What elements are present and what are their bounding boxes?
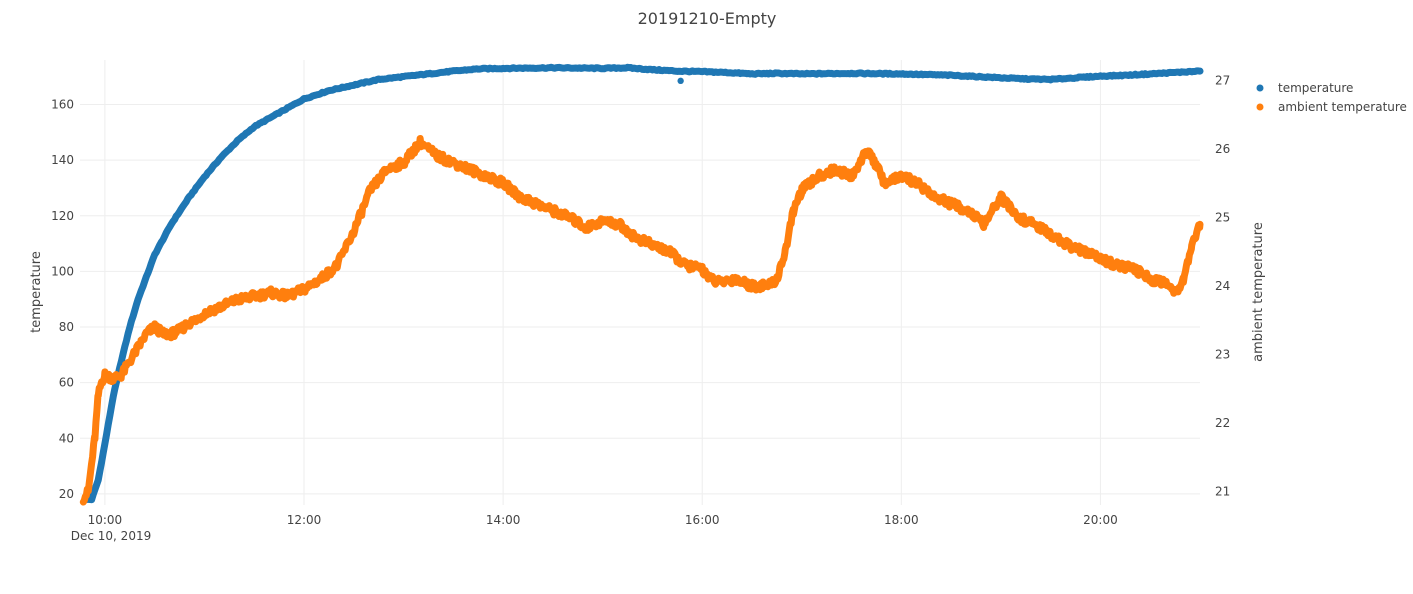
series-temperature: [81, 63, 1204, 504]
y-right-tick-label: 26: [1215, 142, 1230, 156]
y-right-tick-label: 22: [1215, 416, 1230, 430]
y-left-tick-label: 160: [51, 98, 74, 112]
x-tick-label: 14:00: [486, 513, 521, 527]
x-axis-date-label: Dec 10, 2019: [71, 529, 151, 543]
y-axis-left-ticks: 20 40 60 80 100 120 140 160: [51, 98, 74, 501]
y-right-tick-label: 25: [1215, 210, 1230, 224]
legend-marker-temperature: [1256, 84, 1264, 92]
legend-item-temperature[interactable]: temperature: [1256, 81, 1354, 95]
legend-label-ambient-temperature: ambient temperature: [1278, 100, 1407, 114]
y-left-tick-label: 40: [59, 431, 74, 445]
data-point-outlier: [677, 77, 684, 85]
y-left-tick-label: 20: [59, 487, 74, 501]
legend-marker-ambient-temperature: [1256, 103, 1264, 111]
chart-title: 20191210-Empty: [638, 9, 777, 28]
x-tick-label: 20:00: [1083, 513, 1118, 527]
y-axis-left-label: temperature: [29, 251, 44, 333]
y-right-tick-label: 23: [1215, 347, 1230, 361]
y-left-tick-label: 100: [51, 264, 74, 278]
y-left-tick-label: 80: [59, 320, 74, 334]
x-tick-label: 16:00: [685, 513, 720, 527]
x-axis-ticks: 10:00 12:00 14:00 16:00 18:00 20:00: [88, 513, 1118, 527]
y-axis-right-label: ambient temperature: [1251, 222, 1266, 362]
gridlines: [80, 60, 1200, 505]
legend-label-temperature: temperature: [1278, 81, 1353, 95]
x-tick-label: 10:00: [88, 513, 123, 527]
x-tick-label: 18:00: [884, 513, 919, 527]
y-right-tick-label: 24: [1215, 279, 1230, 293]
series-line: [81, 63, 1204, 504]
legend[interactable]: temperature ambient temperature: [1256, 81, 1407, 114]
y-axis-right-ticks: 21 22 23 24 25 26 27: [1215, 74, 1230, 499]
y-left-tick-label: 60: [59, 376, 74, 390]
series-ambient-temperature: [79, 134, 1204, 506]
series-line: [79, 134, 1204, 506]
y-right-tick-label: 21: [1215, 484, 1230, 498]
x-tick-label: 12:00: [287, 513, 322, 527]
y-right-tick-label: 27: [1215, 74, 1230, 88]
y-left-tick-label: 140: [51, 153, 74, 167]
legend-item-ambient-temperature[interactable]: ambient temperature: [1256, 100, 1407, 114]
y-left-tick-label: 120: [51, 209, 74, 223]
